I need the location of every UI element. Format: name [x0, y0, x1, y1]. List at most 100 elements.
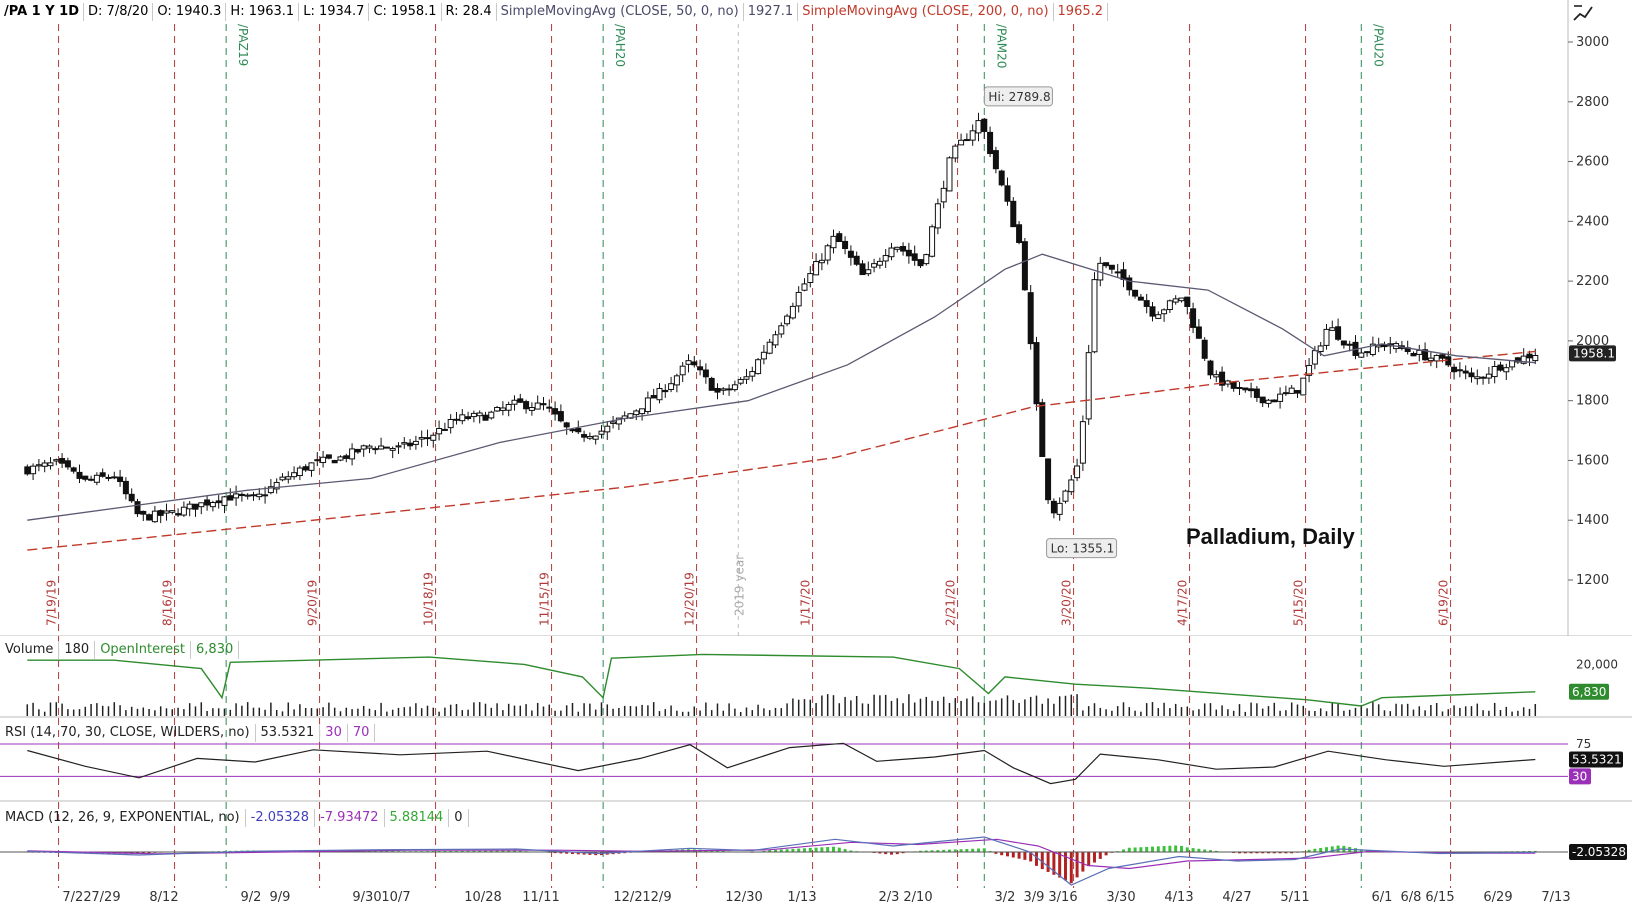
expiry-date-label: 6/19/20 [1437, 580, 1451, 626]
volume-chart[interactable]: 20,000 6,830 [0, 636, 1632, 718]
candle [418, 430, 425, 448]
candle [99, 468, 106, 478]
x-tick-label: 4/13 [1164, 890, 1193, 905]
candle [1253, 386, 1260, 402]
candle [1451, 363, 1458, 380]
candle [1532, 348, 1539, 365]
candle [818, 253, 825, 271]
candle [1027, 285, 1034, 350]
drawing-tools-icon[interactable] [1572, 2, 1594, 24]
volume-label[interactable]: Volume [0, 641, 60, 659]
candle [76, 464, 83, 484]
x-tick-label: 7/29 [91, 890, 120, 905]
candle [1149, 302, 1156, 322]
candle [760, 344, 767, 365]
candle [1358, 347, 1365, 358]
candle [366, 444, 373, 454]
x-tick-label: 11/11 [522, 890, 559, 905]
candle [586, 432, 593, 441]
candle [476, 410, 483, 424]
candle [291, 466, 298, 480]
close-value: C: 1958.1 [369, 3, 442, 21]
candle [41, 459, 48, 473]
year-marker-label: 2019 year [732, 555, 746, 616]
candle [447, 414, 454, 434]
candle [731, 380, 738, 392]
candle [105, 474, 112, 482]
candle [459, 409, 466, 425]
candle [314, 452, 321, 467]
candle [801, 278, 808, 292]
candle [1422, 342, 1429, 361]
rsi-oversold-value: 30 [320, 724, 348, 742]
candle [778, 322, 785, 338]
contract-roll-label: /PAM20 [994, 24, 1008, 68]
candle [668, 376, 675, 393]
candle [441, 422, 448, 431]
expiry-date-label: 1/17/20 [799, 580, 813, 626]
candle [1491, 360, 1498, 384]
date-value: D: 7/8/20 [84, 3, 154, 21]
sma200-label[interactable]: SimpleMovingAvg (CLOSE, 200, 0, no) [798, 3, 1054, 21]
candle [1340, 340, 1347, 349]
low-callout: Lo: 1355.1 [1046, 538, 1118, 559]
candle [824, 243, 831, 265]
svg-text:6,830: 6,830 [1572, 685, 1606, 699]
y-tick-label: 20,000 [1576, 657, 1618, 671]
rsi-label[interactable]: RSI (14, 70, 30, CLOSE, WILDERS, no) [0, 724, 256, 742]
macd-signal-line [27, 838, 1536, 870]
candle [604, 421, 611, 440]
rsi-value-badge: 53.5321 [1569, 751, 1623, 768]
candle [714, 383, 721, 400]
svg-text:Hi: 2789.8: Hi: 2789.8 [988, 90, 1050, 104]
candle [238, 492, 245, 502]
candle [1114, 263, 1121, 278]
x-tick-label: 6/1 [1372, 890, 1393, 905]
candle [30, 463, 37, 480]
sma50-value: 1927.1 [744, 3, 799, 21]
expiry-date-label: 12/20/19 [683, 572, 697, 626]
rsi-value: 53.5321 [256, 724, 321, 742]
macd-chart[interactable]: -2.05328 [0, 802, 1632, 888]
y-tick-label: 1800 [1576, 394, 1609, 409]
candle [911, 245, 918, 266]
candle [1016, 221, 1023, 245]
candle [470, 410, 477, 423]
symbol-label[interactable]: /PA 1 Y 1D [0, 3, 85, 21]
candle [795, 286, 802, 313]
candle [882, 249, 889, 268]
svg-text:-2.05328: -2.05328 [1572, 845, 1626, 859]
candle [117, 469, 124, 487]
candle [88, 475, 95, 482]
sma50-label[interactable]: SimpleMovingAvg (CLOSE, 50, 0, no) [497, 3, 744, 21]
price-chart[interactable]: 7/19/19 8/16/19 9/20/19 10/18/19 11/15/19 12/… [0, 0, 1632, 636]
candle [1433, 354, 1440, 369]
candle [940, 180, 947, 209]
y-tick-label: 1400 [1576, 513, 1609, 528]
time-axis[interactable]: 7/22 7/29 8/12 9/2 9/9 9/30 10/7 10/28 11/11 12/2… [0, 888, 1632, 906]
candle [836, 231, 843, 243]
macd-label[interactable]: MACD (12, 26, 9, EXPONENTIAL, no) [0, 809, 246, 827]
candle [204, 495, 211, 511]
open-interest-label[interactable]: OpenInterest [95, 641, 192, 659]
x-tick-label: 3/9 [1024, 890, 1045, 905]
candle [737, 377, 744, 386]
candle [1248, 382, 1255, 398]
candle [1137, 293, 1144, 301]
candle [331, 459, 338, 464]
x-tick-label: 10/7 [381, 890, 410, 905]
candle [378, 437, 385, 450]
candle [175, 508, 182, 517]
candle [528, 402, 535, 416]
candle [644, 391, 651, 415]
candle [372, 446, 379, 455]
candle [934, 198, 941, 235]
candle [1201, 337, 1208, 362]
candle [1056, 497, 1063, 521]
candle [285, 471, 292, 484]
candle [24, 464, 31, 476]
candle [749, 366, 756, 382]
candle [1166, 299, 1173, 314]
